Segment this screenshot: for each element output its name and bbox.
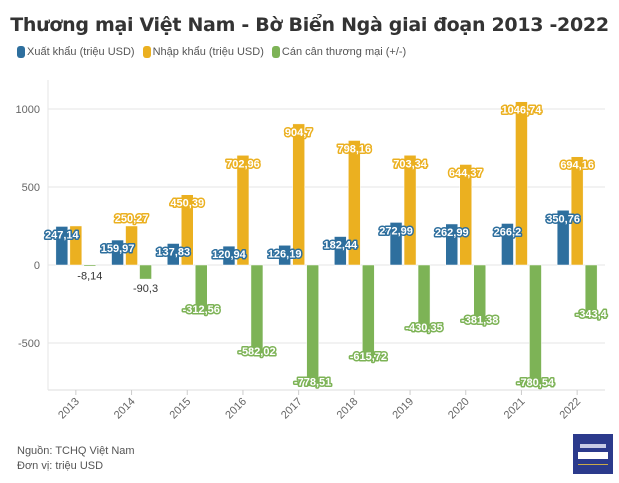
data-label: 159,97 xyxy=(101,243,135,255)
data-label: 702,96 xyxy=(226,158,260,170)
legend: Xuất khẩu (triệu USD) Nhập khẩu (triệu U… xyxy=(17,46,406,58)
bar-import xyxy=(236,155,250,266)
data-label: -582,02 xyxy=(238,346,275,358)
bar-export xyxy=(389,222,403,266)
unit-note: Đơn vị: triệu USD xyxy=(17,460,104,472)
legend-item-export[interactable]: Xuất khẩu (triệu USD) xyxy=(17,46,135,58)
data-label: 798,16 xyxy=(338,143,372,155)
bar-import xyxy=(292,123,305,266)
bar-export xyxy=(167,243,180,266)
bar-balance xyxy=(362,264,375,362)
x-tick-label: 2017 xyxy=(279,396,305,422)
bar-import xyxy=(570,156,584,266)
bar-balance xyxy=(83,264,97,267)
y-tick-label: -500 xyxy=(18,338,40,350)
data-label: -780,54 xyxy=(517,377,555,389)
data-label: 182,44 xyxy=(324,240,359,252)
legend-item-import[interactable]: Nhập khẩu (triệu USD) xyxy=(142,46,264,58)
source-note: Nguồn: TCHQ Việt Nam xyxy=(17,445,135,457)
logo-mark xyxy=(578,452,608,459)
logo-rule xyxy=(578,464,608,465)
bar-export xyxy=(222,245,236,266)
legend-label: Cán cân thương mại (+/-) xyxy=(281,46,407,58)
bar-export xyxy=(111,239,124,266)
x-tick-label: 2020 xyxy=(446,396,472,422)
bar-import xyxy=(69,225,83,266)
legend-swatch xyxy=(271,46,280,58)
data-label: 247,14 xyxy=(45,229,80,241)
bar-balance xyxy=(195,264,208,315)
y-tick-label: 500 xyxy=(22,182,40,194)
x-tick-label: 2016 xyxy=(223,396,249,422)
plot-area: -500 0 500 1000 2013 2014 2015 2016 2017 2018 2019… xyxy=(16,80,609,422)
bar-import xyxy=(125,225,138,266)
legend-label: Xuất khẩu (triệu USD) xyxy=(27,46,135,58)
x-tick-label: 2015 xyxy=(168,396,194,422)
bar-balance xyxy=(306,264,319,387)
data-label: 266,2 xyxy=(494,226,522,238)
data-label: 272,99 xyxy=(379,225,413,237)
bar-balance xyxy=(250,264,264,357)
legend-item-balance[interactable]: Cán cân thương mại (+/-) xyxy=(271,46,407,58)
bar-balance xyxy=(584,264,598,319)
data-label: 694,16 xyxy=(560,160,594,172)
data-label: -8,14 xyxy=(77,270,102,282)
bar-import xyxy=(459,164,472,266)
bar-balance xyxy=(529,264,542,388)
x-tick-label: 2022 xyxy=(557,396,583,422)
bar-balance xyxy=(417,264,431,333)
x-tick-label: 2013 xyxy=(56,396,82,422)
chart-title: Thương mại Việt Nam - Bờ Biển Ngà giai đ… xyxy=(10,14,609,36)
data-label: 262,99 xyxy=(435,227,469,239)
data-label: 250,27 xyxy=(115,213,149,225)
bar-export xyxy=(556,210,570,266)
data-label: -615,72 xyxy=(350,351,387,363)
x-tick-label: 2014 xyxy=(112,396,138,422)
data-label: -778,51 xyxy=(294,376,331,388)
bar-balance xyxy=(139,264,152,280)
y-tick-label: 0 xyxy=(34,260,40,272)
data-label: 120,94 xyxy=(212,249,247,261)
data-label: 350,76 xyxy=(546,213,580,225)
bar-export xyxy=(334,236,347,266)
legend-label: Nhập khẩu (triệu USD) xyxy=(152,46,264,58)
legend-swatch xyxy=(17,46,25,58)
bar-import xyxy=(403,155,417,266)
bar-export xyxy=(501,223,514,266)
data-label: -381,38 xyxy=(461,314,498,326)
data-label: -430,35 xyxy=(405,322,442,334)
data-label: -90,3 xyxy=(133,283,158,295)
legend-swatch xyxy=(142,46,151,58)
bar-export xyxy=(55,226,69,266)
data-label: 703,34 xyxy=(393,158,428,170)
bar-export xyxy=(278,245,291,266)
x-tick-label: 2021 xyxy=(502,396,528,422)
data-label: -343,4 xyxy=(576,309,608,321)
footer: Nguồn: TCHQ Việt Nam Đơn vị: triệu USD xyxy=(17,444,135,474)
logo-mark xyxy=(580,444,606,448)
data-label: 904,7 xyxy=(285,127,313,139)
y-tick-label: 1000 xyxy=(16,104,40,116)
bar-import xyxy=(348,140,361,266)
data-label: -312,56 xyxy=(183,304,220,316)
bar-export xyxy=(445,223,458,266)
data-label: 450,39 xyxy=(170,198,204,210)
bar-import xyxy=(515,101,528,266)
data-label: 1046,74 xyxy=(502,105,543,117)
x-tick-label: 2019 xyxy=(390,396,416,422)
data-label: 137,83 xyxy=(156,246,190,258)
bar-import xyxy=(181,194,194,266)
data-label: 644,37 xyxy=(449,167,483,179)
x-tick-label: 2018 xyxy=(335,396,361,422)
bar-balance xyxy=(473,264,486,325)
data-label: 126,19 xyxy=(268,248,302,260)
mekong-asean-logo xyxy=(573,434,613,474)
